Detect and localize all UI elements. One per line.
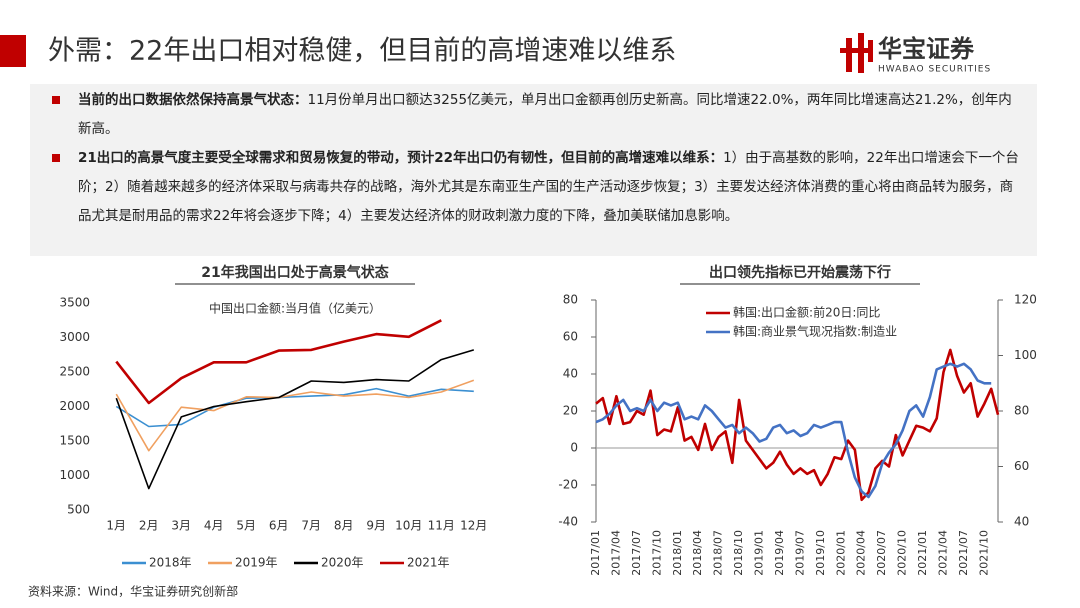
source: 资料来源：Wind，华宝证券研究创新部 (28, 584, 238, 599)
series-line (115, 387, 474, 428)
y-tick-label: 2500 (59, 365, 90, 379)
series-line (115, 349, 475, 490)
x-tick-label: 2月 (139, 519, 159, 533)
x-tick-label: 2020/04 (855, 530, 868, 576)
y2-tick-label: 100 (1014, 348, 1037, 362)
x-tick-label: 2019/01 (753, 530, 766, 576)
logo-text: 华宝证券 (878, 35, 975, 63)
x-tick-label: 2019/07 (793, 530, 806, 576)
y-tick-label: 3000 (59, 330, 90, 344)
y-tick-label: 80 (563, 293, 578, 307)
subtitle: 中国出口金额:当月值（亿美元） (209, 301, 381, 316)
bullet-bold: 21出口的高景气度主要受全球需求和贸易恢复的带动，预计22年出口仍有韧性，但目前… (78, 150, 724, 166)
y2-tick-label: 80 (1014, 404, 1029, 418)
x-tick-label: 5月 (236, 519, 256, 533)
y-tick-label: 1000 (59, 468, 90, 482)
slide-title: 外需：22年出口相对稳健，但目前的高增速难以维系 (48, 36, 676, 67)
chart-title: 21年我国出口处于高景气状态 (201, 264, 388, 281)
x-tick-label: 2018/07 (712, 530, 725, 576)
y-tick-label: 500 (67, 503, 90, 517)
y-tick-label: 0 (570, 441, 578, 455)
legend-label: 2021年 (407, 556, 450, 570)
series-line (595, 362, 992, 499)
legend-label: 韩国:商业景气现况指数:制造业 (733, 324, 897, 339)
x-tick-label: 8月 (334, 519, 354, 533)
y-tick-label: 20 (563, 404, 578, 418)
y-tick-label: 40 (563, 367, 578, 381)
x-tick-label: 1月 (106, 519, 126, 533)
x-tick-label: 9月 (366, 519, 386, 533)
legend-label: 2020年 (321, 556, 364, 570)
x-tick-label: 2019/04 (773, 530, 786, 576)
series-line (595, 348, 1000, 502)
x-tick-label: 2019/10 (814, 530, 827, 576)
bullet-text: 11月份单月出口额达3255亿美元，单月出口金额再创历史新高。同比增速22.0%… (78, 92, 1012, 137)
y-tick-label: 1500 (59, 434, 90, 448)
x-tick-label: 2021/10 (977, 530, 990, 576)
y2-tick-label: 40 (1014, 515, 1029, 529)
chart-title: 出口领先指标已开始震荡下行 (709, 264, 891, 281)
logo-en: HWABAO SECURITIES (878, 65, 991, 75)
x-tick-label: 2021/04 (936, 530, 949, 576)
x-tick-label: 2018/01 (671, 530, 684, 576)
series-line (115, 379, 475, 452)
x-tick-label: 2020/01 (834, 530, 847, 576)
y2-tick-label: 60 (1014, 459, 1029, 473)
x-tick-label: 7月 (301, 519, 321, 533)
x-tick-label: 2021/01 (916, 530, 929, 576)
x-tick-label: 11月 (428, 519, 455, 533)
x-tick-label: 2018/04 (691, 530, 704, 576)
bullet: 21出口的高景气度主要受全球需求和贸易恢复的带动，预计22年出口仍有韧性，但目前… (48, 144, 1025, 231)
x-tick-label: 2021/07 (957, 530, 970, 576)
x-tick-label: 3月 (171, 519, 191, 533)
x-tick-label: 12月 (460, 519, 487, 533)
x-tick-label: 6月 (269, 519, 289, 533)
x-tick-label: 4月 (204, 519, 224, 533)
x-tick-label: 2017/01 (589, 530, 602, 576)
x-tick-label: 2017/07 (630, 530, 643, 576)
x-tick-label: 2020/10 (896, 530, 909, 576)
y-tick-label: 2000 (59, 399, 90, 413)
y-tick-label: -20 (558, 478, 578, 492)
y-tick-label: -40 (558, 515, 578, 529)
x-tick-label: 2018/10 (732, 530, 745, 576)
legend-label: 2018年 (149, 556, 192, 570)
x-tick-label: 2017/04 (609, 530, 622, 576)
x-tick-label: 2020/07 (875, 530, 888, 576)
bullet-text: 1）由于高基数的影响，22年出口增速会下一个台阶；2）随着越来越多的经济体采取与… (78, 150, 1019, 224)
x-tick-label: 2017/10 (650, 530, 663, 576)
y2-tick-label: 120 (1014, 293, 1037, 307)
header-mark (0, 35, 26, 67)
logo-icon (840, 33, 873, 73)
bullet-box: 当前的出口数据依然保持高景气状态：11月份单月出口额达3255亿美元，单月出口金… (30, 84, 1037, 256)
bullet-bold: 当前的出口数据依然保持高景气状态： (78, 92, 308, 108)
legend-label: 韩国:出口金额:前20日:同比 (733, 305, 880, 320)
y-tick-label: 60 (563, 330, 578, 344)
series-line (115, 319, 442, 405)
legend-label: 2019年 (235, 556, 278, 570)
bullet: 当前的出口数据依然保持高景气状态：11月份单月出口额达3255亿美元，单月出口金… (48, 86, 1025, 144)
y-tick-label: 3500 (59, 296, 90, 310)
x-tick-label: 10月 (395, 519, 422, 533)
